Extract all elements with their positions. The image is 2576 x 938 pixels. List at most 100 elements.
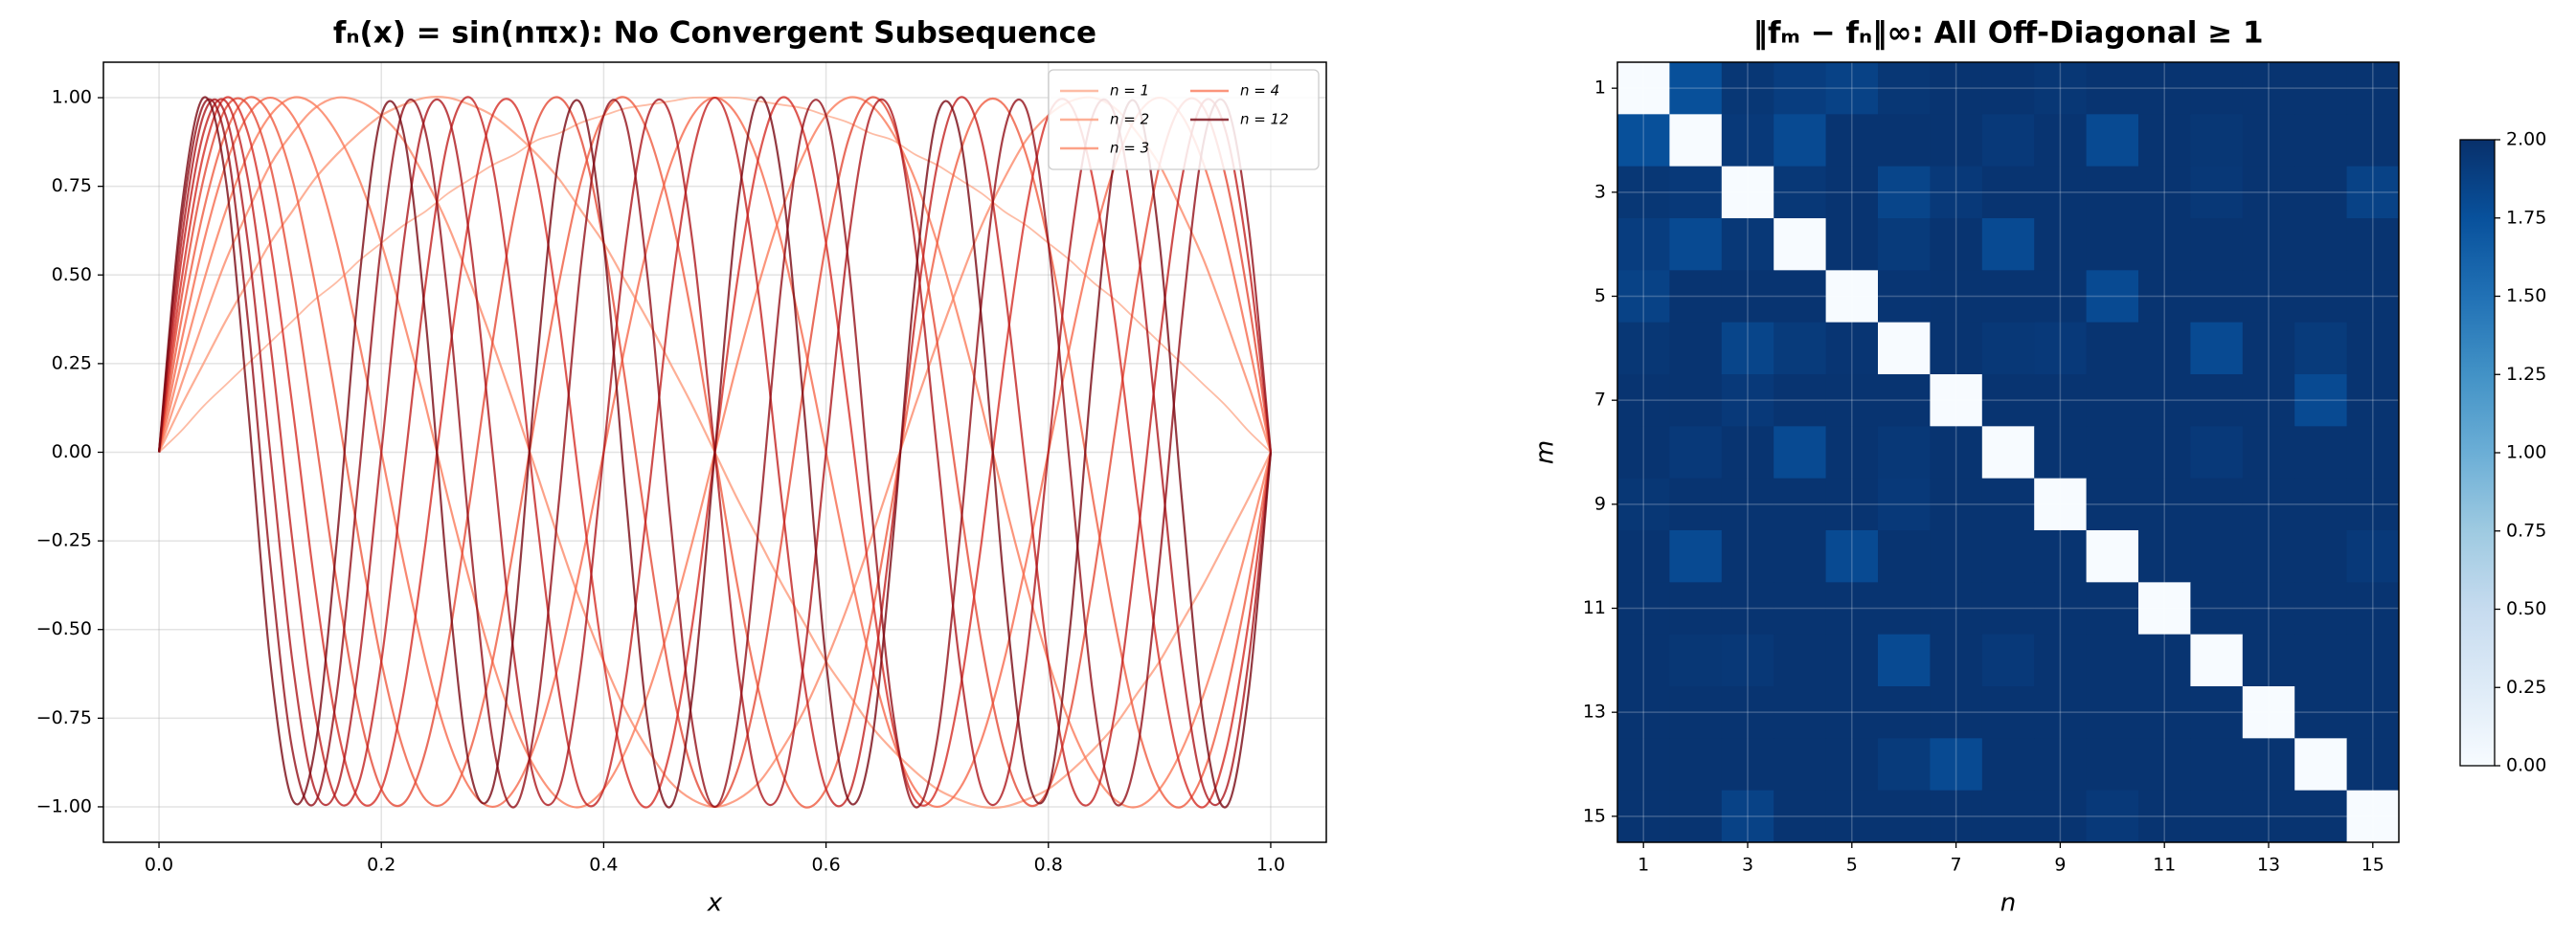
heatmap-cell — [1930, 166, 1983, 219]
y-tick-label: 0.00 — [52, 441, 92, 462]
heatmap-cell — [1878, 374, 1931, 427]
heatmap-cell — [2190, 270, 2244, 324]
heatmap-cell — [1774, 270, 1827, 324]
heatmap-cell — [2138, 62, 2191, 115]
heatmap-cell — [2294, 166, 2348, 219]
heatmap-cell — [2086, 426, 2139, 480]
heatmap-cell — [2294, 582, 2348, 636]
heatmap-cell — [2034, 114, 2088, 168]
heatmap-cell — [2294, 634, 2348, 687]
x-tick-label: 1.0 — [1256, 855, 1285, 876]
y-tick-label: 15 — [1583, 805, 1606, 826]
heatmap-cell — [1617, 374, 1670, 427]
heatmap-cell — [2242, 166, 2295, 219]
y-tick-label: 1 — [1594, 78, 1606, 99]
heatmap-cell — [1669, 62, 1723, 115]
heatmap-cell — [2346, 62, 2400, 115]
heatmap-cell — [1878, 114, 1931, 168]
heatmap-cell — [1878, 478, 1931, 531]
heatmap-cell — [1669, 426, 1723, 480]
heatmap-cell — [2242, 114, 2295, 168]
colorbar-tick-label: 0.00 — [2506, 755, 2546, 776]
legend-label: n = 2 — [1110, 111, 1149, 128]
legend-frame — [1048, 69, 1320, 170]
colorbar-tick-label: 0.25 — [2506, 677, 2546, 698]
series-line — [157, 98, 1273, 809]
heatmap-cell — [1825, 62, 1879, 115]
heatmap-cell — [1825, 114, 1879, 168]
heatmap-cell — [2346, 114, 2400, 168]
legend-label: n = 3 — [1110, 140, 1149, 157]
heatmap-cell — [1981, 738, 2035, 792]
heatmap-cell — [2242, 426, 2295, 480]
heatmap-cell — [2242, 686, 2295, 739]
heatmap-cell — [1930, 790, 1983, 843]
heatmap-cell — [2190, 114, 2244, 168]
heatmap-cell — [1930, 270, 1983, 324]
heatmap-cell — [2242, 738, 2295, 792]
x-tick-label: 0.6 — [811, 855, 840, 876]
heatmap-cell — [1981, 374, 2035, 427]
heatmap-cell — [1669, 114, 1723, 168]
heatmap-cell — [1930, 114, 1983, 168]
heatmap-cell — [2190, 582, 2244, 636]
heatmap-cell — [2242, 790, 2295, 843]
heatmap-cell — [2034, 686, 2088, 739]
heatmap-cell — [2190, 478, 2244, 531]
heatmap-cell — [1721, 218, 1774, 271]
heatmap-cell — [2346, 426, 2400, 480]
heatmap-cell — [1825, 166, 1879, 219]
colorbar-tick-label: 1.75 — [2506, 207, 2546, 228]
y-tick-label: −0.50 — [36, 618, 92, 639]
heatmap-cell — [2346, 582, 2400, 636]
heatmap-cell — [1774, 790, 1827, 843]
heatmap-cell — [1669, 374, 1723, 427]
heatmap-cell — [2034, 218, 2088, 271]
heatmap-cell — [2034, 270, 2088, 324]
heatmap-cell — [1721, 62, 1774, 115]
heatmap-cell — [1981, 62, 2035, 115]
heatmap-cell — [2294, 478, 2348, 531]
y-tick-label: 0.50 — [52, 264, 92, 285]
y-tick-label: −0.75 — [36, 707, 92, 728]
heatmap-cell — [2294, 686, 2348, 739]
heatmap-cell — [1981, 582, 2035, 636]
heatmap-cell — [1774, 374, 1827, 427]
heatmap-cell — [1669, 530, 1723, 583]
y-tick-label: 5 — [1594, 285, 1606, 306]
heatmap-cell — [1825, 270, 1879, 324]
heatmap-cell — [1878, 634, 1931, 687]
heatmap-cell — [2346, 790, 2400, 843]
heatmap-cell — [2086, 218, 2139, 271]
heatmap-cell — [1930, 582, 1983, 636]
y-tick-label: 13 — [1583, 702, 1606, 723]
heatmap-cell — [2086, 530, 2139, 583]
heatmap-cell — [2242, 530, 2295, 583]
heatmap-cell — [2086, 582, 2139, 636]
heatmap-cell — [1981, 270, 2035, 324]
heatmap-cell — [2242, 270, 2295, 324]
heatmap-cell — [1774, 114, 1827, 168]
heatmap-cell — [1617, 426, 1670, 480]
heatmap-cell — [1617, 790, 1670, 843]
heatmap-cell — [1721, 114, 1774, 168]
heatmap-cell — [2034, 582, 2088, 636]
heatmap-cell — [1721, 426, 1774, 480]
heatmap-cell — [1721, 166, 1774, 219]
heatmap-cell — [2034, 478, 2088, 531]
heatmap-cell — [1878, 530, 1931, 583]
heatmap-cell — [2294, 426, 2348, 480]
heatmap-cell — [2190, 738, 2244, 792]
heatmap-cell — [2242, 478, 2295, 531]
heatmap-cell — [2086, 790, 2139, 843]
heatmap-cell — [1878, 218, 1931, 271]
heatmap-cell — [2034, 634, 2088, 687]
heatmap-cell — [1617, 322, 1670, 375]
x-tick-label: 13 — [2257, 855, 2280, 876]
legend-label: n = 4 — [1240, 82, 1279, 100]
heatmap-cell — [2138, 634, 2191, 687]
heatmap-cell — [1981, 218, 2035, 271]
heatmap-cell — [1617, 686, 1670, 739]
chart-title: fₙ(x) = sin(nπx): No Convergent Subseque… — [333, 16, 1096, 51]
